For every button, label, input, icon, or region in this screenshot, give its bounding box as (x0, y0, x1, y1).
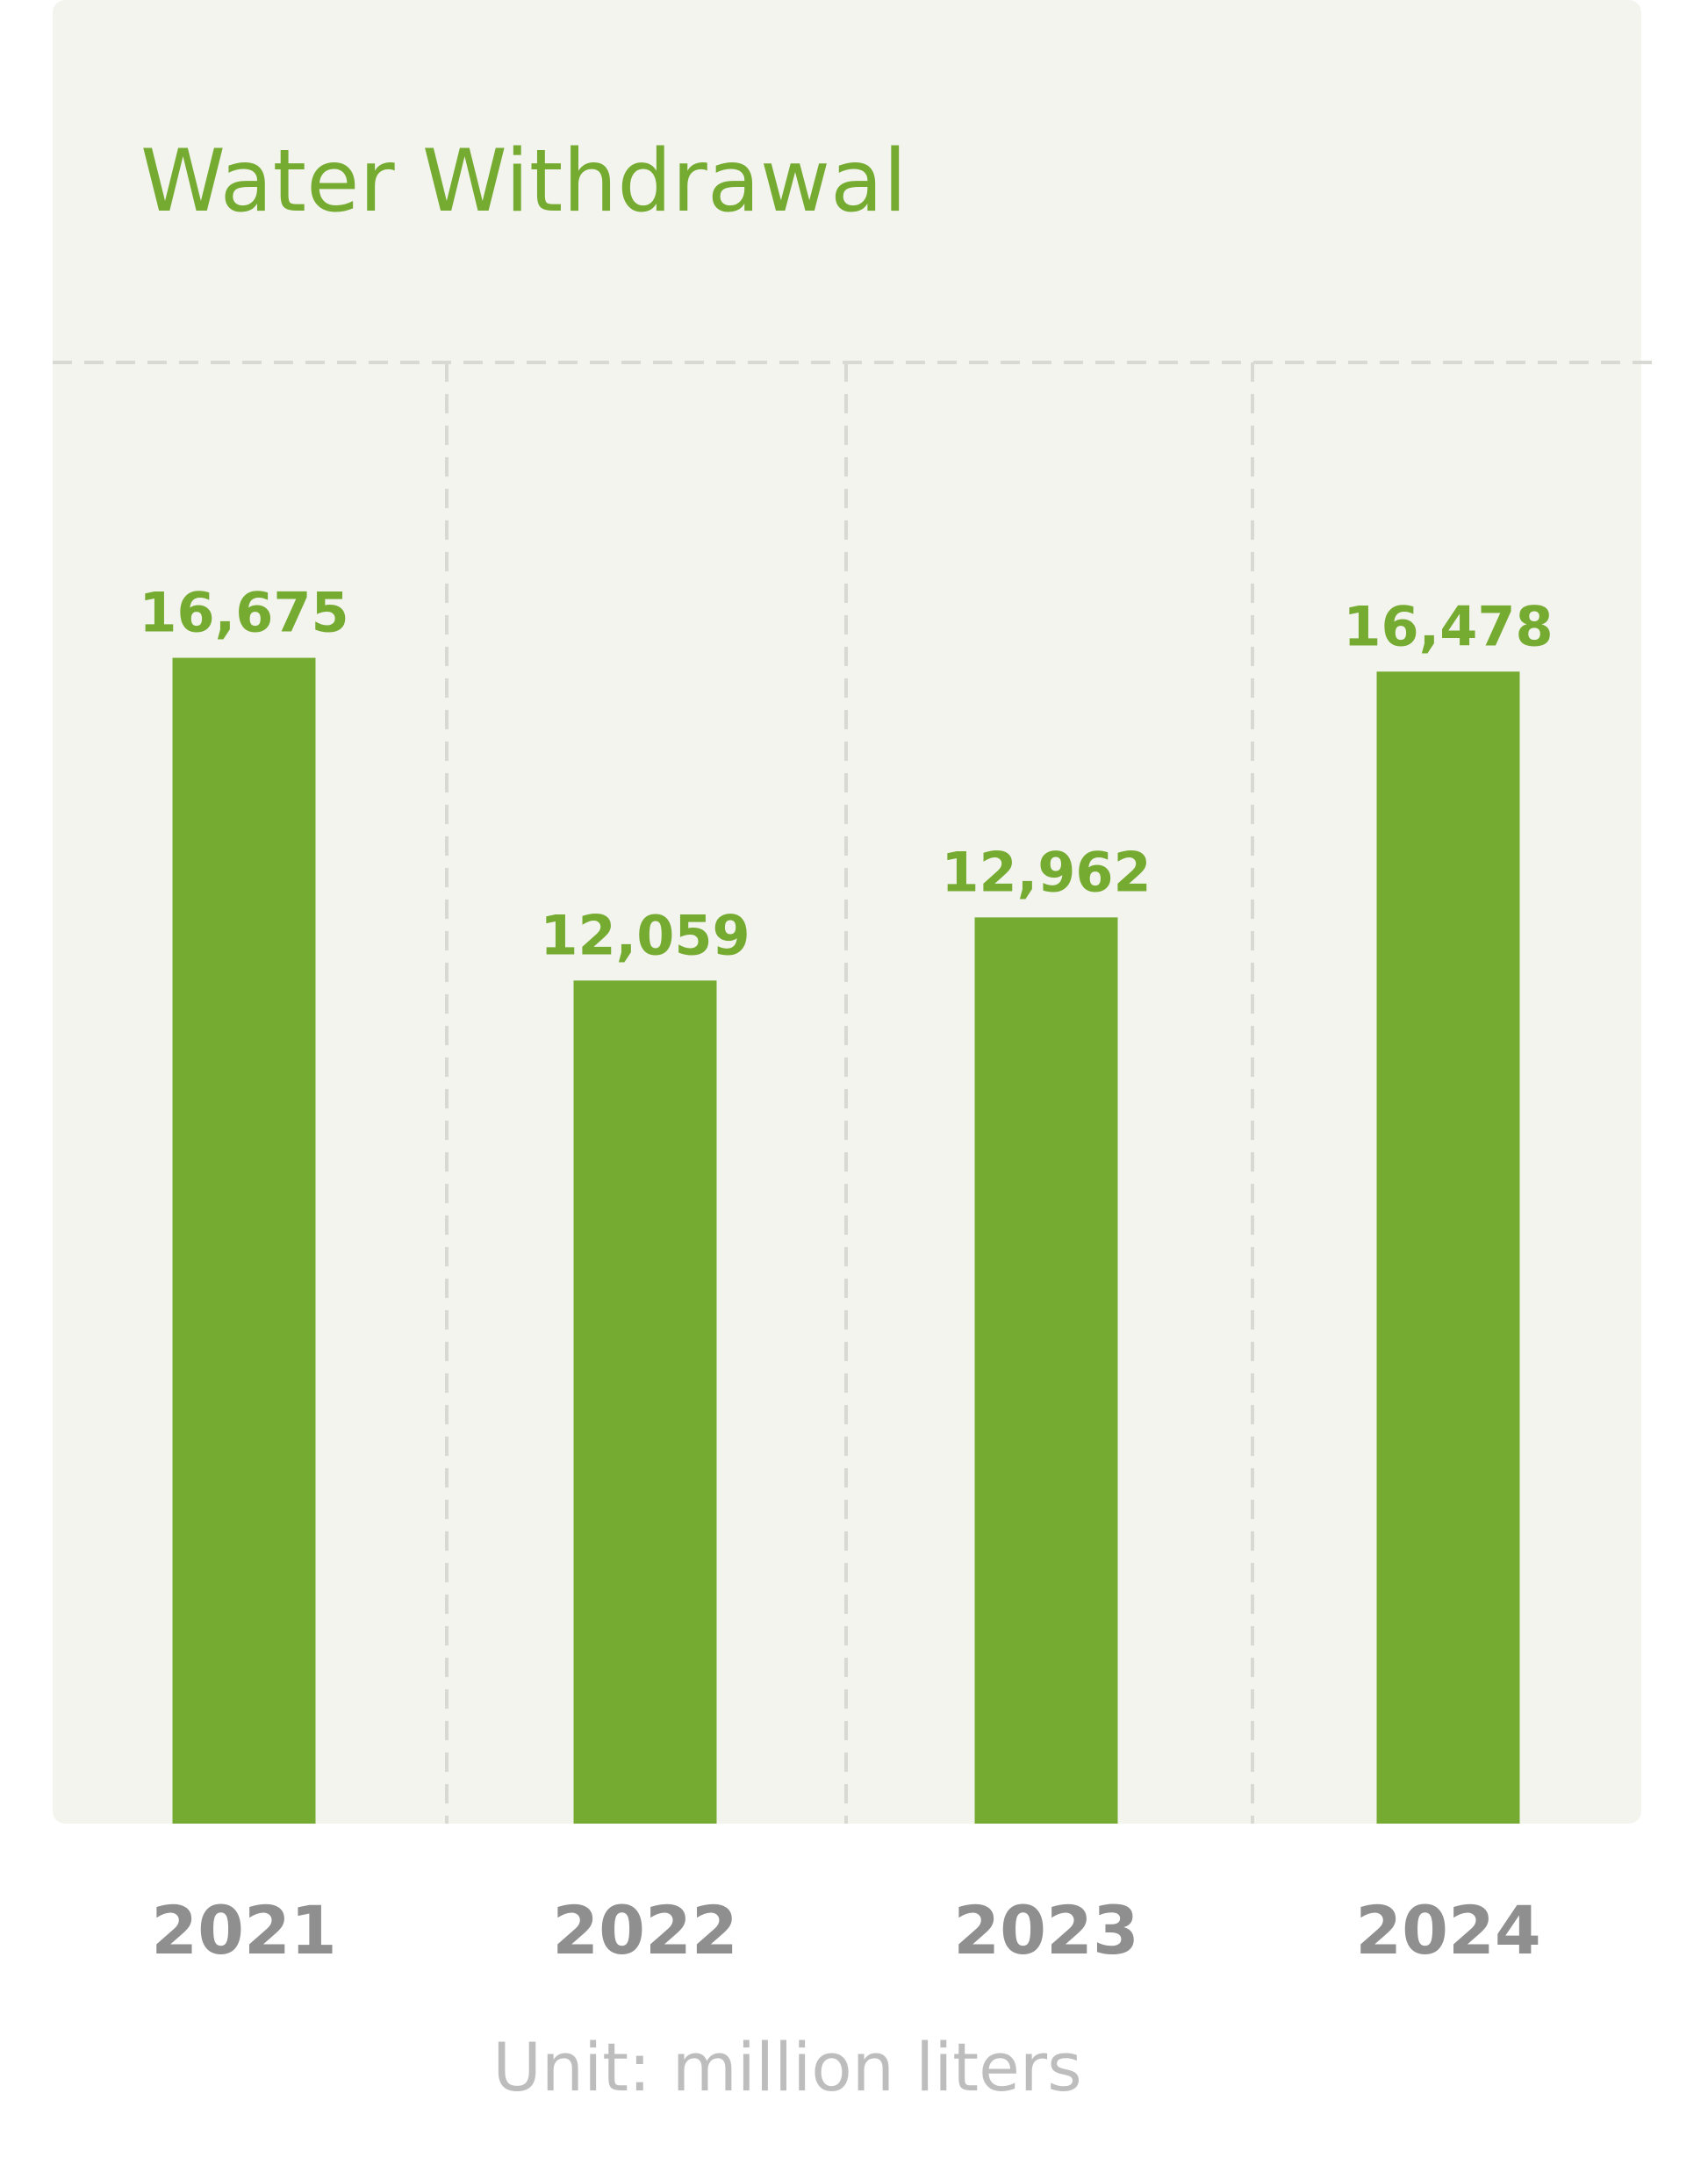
bar-2021 (172, 657, 316, 1824)
value-label-2024: 16,478 (1343, 594, 1553, 658)
value-label-2021: 16,675 (139, 581, 348, 645)
bars (172, 657, 1520, 1824)
chart-title: Water Withdrawal (140, 132, 907, 232)
category-label-2022: 2022 (552, 1891, 738, 1969)
bar-2023 (974, 917, 1118, 1824)
unit-label: Unit: million liters (492, 2028, 1081, 2106)
category-label-2024: 2024 (1355, 1891, 1541, 1969)
category-label-2021: 2021 (151, 1891, 337, 1969)
value-label-2022: 12,059 (540, 903, 750, 967)
category-label-2023: 2023 (953, 1891, 1139, 1969)
bar-2022 (573, 980, 717, 1824)
grid-lines (53, 361, 1663, 1824)
value-labels: 16,675 12,059 12,962 16,478 (139, 581, 1553, 968)
bar-2024 (1376, 671, 1520, 1824)
value-label-2023: 12,962 (941, 840, 1151, 904)
category-labels: 2021 2022 2023 2024 (151, 1891, 1541, 1969)
